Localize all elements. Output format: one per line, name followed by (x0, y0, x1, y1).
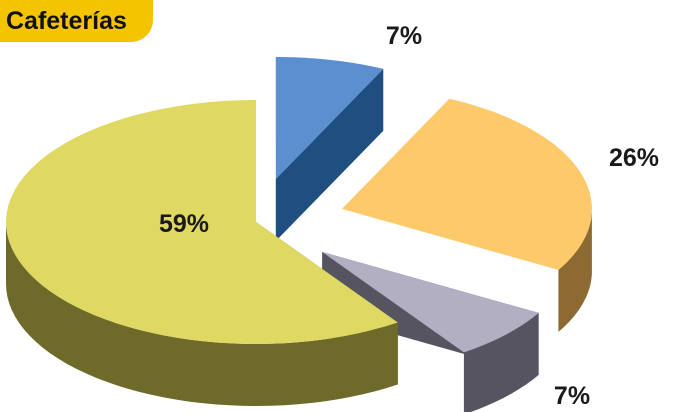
slice-top-2 (322, 251, 539, 353)
slice-label-1: 26% (609, 144, 659, 172)
slice-top-1 (341, 98, 592, 270)
slice-labels: 7% 26% 7% 59% (159, 22, 659, 410)
slice-top-0 (275, 57, 384, 179)
slice-top-3 (6, 100, 398, 344)
slice-wall-3 (6, 222, 398, 406)
slice-wall-1 (558, 208, 592, 332)
chart-title: Cafeterías (0, 0, 153, 42)
slice-label-2: 7% (554, 382, 590, 410)
slice-tops (6, 57, 592, 353)
slice-cutface-0-1 (275, 68, 384, 241)
slice-label-3: 59% (159, 210, 209, 238)
slice-label-0: 7% (386, 22, 422, 50)
